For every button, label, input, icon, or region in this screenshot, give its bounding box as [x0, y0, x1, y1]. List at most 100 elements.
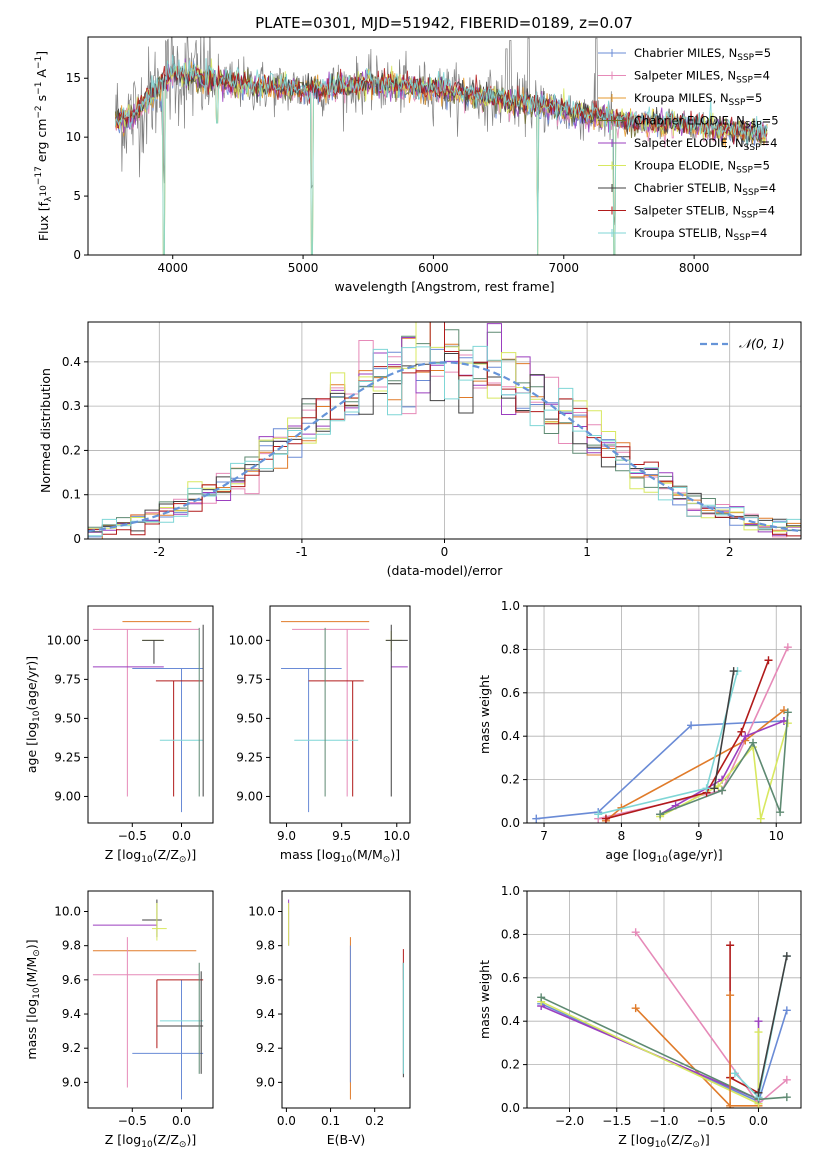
- x-tick-label: 0.0: [749, 1114, 768, 1128]
- y-tick-label: 9.8: [62, 939, 81, 953]
- y-tick-label: 10.0: [54, 905, 81, 919]
- y-tick-label: 0.0: [501, 816, 520, 830]
- y-axis-label: Flux [fλ10−17 erg cm−2 s−1 A−1]: [34, 51, 54, 241]
- y-tick-label: 9.0: [62, 1075, 81, 1089]
- plus-marker: [726, 1104, 735, 1108]
- y-tick-label: 0.4: [501, 1014, 520, 1028]
- plus-marker: [776, 808, 785, 817]
- x-tick-label: −0.5: [118, 829, 147, 843]
- plus-marker: [754, 1017, 763, 1026]
- errorbar-point: [142, 899, 162, 938]
- x-axis-label: Z [log10(Z/Z⊙)]: [105, 847, 196, 865]
- weight-series: [656, 708, 792, 819]
- series-line: [598, 646, 789, 820]
- panel-mass_vs_EBV: 0.0 0.1 0.2 9.0 9.2 9.4 9.6 9.8 10.0 E(B-V): [248, 890, 411, 1147]
- plus-marker: [754, 1028, 763, 1037]
- plus-marker: [687, 721, 696, 730]
- x-tick-label: 8: [618, 829, 626, 843]
- y-tick-label: 9.25: [54, 750, 81, 764]
- y-axis-label: mass weight: [477, 960, 492, 1039]
- legend-entry: Chabrier MILES, NSSP=5: [634, 46, 771, 63]
- plus-marker: [749, 738, 758, 747]
- plus-marker: [741, 732, 750, 741]
- weight-series: [726, 991, 735, 1108]
- y-tick-label: 0.0: [501, 1101, 520, 1115]
- x-tick-label: 7000: [548, 261, 579, 275]
- x-tick-label: 7: [540, 829, 548, 843]
- errorbar-point: [151, 902, 167, 941]
- y-tick-label: 9.00: [54, 789, 81, 803]
- panel-spectrum: 4000 5000 6000 7000 8000 0 5 10 15 wavelength [An…: [34, 36, 802, 294]
- y-axis-label: mass [log10(M/M⊙)]: [24, 939, 42, 1059]
- x-axis-label: Z [log10(Z/Z⊙)]: [105, 1132, 196, 1150]
- plus-marker: [710, 784, 719, 793]
- x-tick-label: −2.0: [555, 1114, 584, 1128]
- y-tick-label: 9.75: [54, 672, 81, 686]
- plus-marker: [631, 1004, 640, 1013]
- legend-entry: 𝒩(0, 1): [739, 336, 785, 351]
- weight-series: [710, 667, 738, 793]
- weight-series: [656, 719, 792, 823]
- y-tick-label: 1.0: [501, 884, 520, 898]
- errorbar-point: [385, 630, 403, 652]
- figure-title: PLATE=0301, MJD=51942, FIBERID=0189, z=0…: [255, 14, 633, 32]
- y-tick-label: 9.75: [236, 672, 263, 686]
- x-tick-label: −0.5: [697, 1114, 726, 1128]
- x-tick-label: 8000: [679, 261, 710, 275]
- plus-marker: [764, 656, 773, 665]
- axes-frame: [87, 605, 214, 824]
- plus-marker: [730, 1069, 739, 1078]
- y-tick-label: 9.00: [236, 789, 263, 803]
- panel-age_vs_Z: −0.5 0.0 9.00 9.25 9.50 9.75 10.00 Z [log10(Z/Z…: [24, 605, 214, 865]
- legend-entry: Chabrier STELIB, NSSP=4: [634, 181, 776, 198]
- panel-mass_weight_vs_age: 7 8 9 10 0.0 0.2 0.4 0.6 0.8 1.0 age [log10(age/yr…: [477, 599, 802, 865]
- y-axis-label: Normed distribution: [38, 368, 53, 493]
- plus-marker: [783, 643, 792, 652]
- errorbar-point: [156, 979, 204, 1049]
- errorbar-point: [92, 937, 200, 1088]
- y-tick-label: 9.6: [62, 973, 81, 987]
- x-tick-label: -2: [153, 545, 165, 559]
- plus-marker: [729, 667, 738, 676]
- y-tick-label: 9.2: [62, 1041, 81, 1055]
- x-tick-label: −0.5: [118, 1114, 147, 1128]
- plus-marker: [532, 814, 541, 823]
- axes-frame: [269, 605, 411, 824]
- model-spectrum-line: [114, 54, 768, 255]
- x-tick-label: 1: [583, 545, 591, 559]
- series-line: [734, 955, 788, 1099]
- legend-entry: Kroupa MILES, NSSP=5: [634, 91, 762, 108]
- errorbar-point: [308, 680, 364, 797]
- series-line: [536, 720, 785, 820]
- plus-marker: [782, 1093, 791, 1102]
- y-tick-label: 0.2: [501, 773, 520, 787]
- legend-entry: Salpeter STELIB, NSSP=4: [634, 204, 775, 221]
- y-tick-label: 0: [73, 532, 81, 546]
- series-line: [605, 660, 770, 820]
- series-line: [605, 709, 785, 822]
- plus-marker: [601, 814, 610, 823]
- plus-marker: [756, 814, 765, 823]
- plus-marker: [656, 810, 665, 819]
- plus-marker: [737, 727, 746, 736]
- x-axis-label: (data-model)/error: [387, 563, 504, 578]
- x-tick-label: −1.0: [649, 1114, 678, 1128]
- plus-marker: [782, 1006, 791, 1015]
- plot-area: [288, 899, 404, 1100]
- normal-reference-curve: [88, 361, 799, 533]
- x-axis-label: mass [log10(M/M⊙)]: [280, 847, 400, 865]
- y-tick-label: 9.8: [256, 939, 275, 953]
- weight-series: [601, 656, 773, 823]
- errorbar-point: [132, 979, 204, 1100]
- axes-frame: [87, 890, 214, 1109]
- plus-marker: [594, 810, 603, 819]
- x-tick-label: 5000: [288, 261, 319, 275]
- x-axis-label: wavelength [Angstrom, rest frame]: [334, 279, 554, 294]
- plus-marker: [702, 784, 711, 793]
- legend-entry: Chabrier ELODIE, NSSP=5: [634, 114, 779, 131]
- y-tick-label: 10.00: [47, 633, 81, 647]
- x-tick-label: 0.0: [277, 1114, 296, 1128]
- panel-mass_vs_Z: −0.5 0.0 9.0 9.2 9.4 9.6 9.8 10.0 Z [log10(Z/Z⊙)…: [24, 890, 214, 1150]
- series-line: [540, 1000, 760, 1105]
